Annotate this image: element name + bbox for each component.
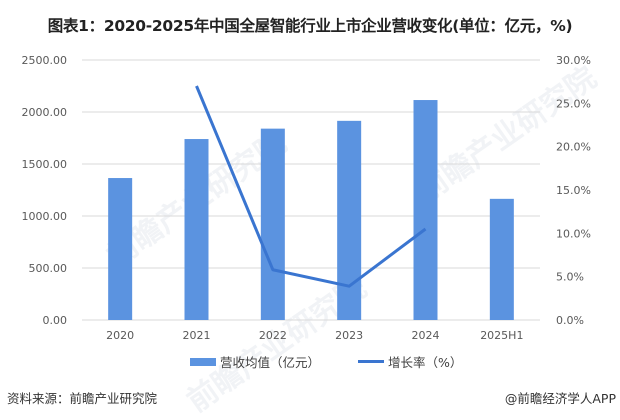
source-note: 资料来源：前瞻产业研究院 <box>7 391 158 406</box>
y-right-tick: 15.0% <box>556 184 591 197</box>
y-left-tick: 1500.00 <box>22 158 68 171</box>
bar[interactable] <box>337 120 362 320</box>
legend-line-label: 增长率（%） <box>388 355 463 370</box>
y-left-tick: 500.00 <box>29 262 68 275</box>
x-tick: 2020 <box>106 329 134 342</box>
y-axis-left: 0.00 500.00 1000.00 1500.00 2000.00 2500.00 <box>22 54 68 327</box>
y-right-tick: 5.0% <box>556 271 584 284</box>
y-right-tick: 0.0% <box>556 314 584 327</box>
y-left-tick: 2500.00 <box>22 54 68 67</box>
bar[interactable] <box>260 128 285 320</box>
growth-line[interactable] <box>195 85 427 288</box>
legend: 营收均值（亿元） 增长率（%） <box>190 352 500 371</box>
bar[interactable] <box>413 100 438 320</box>
chart-title: 图表1：2020-2025年中国全屋智能行业上市企业营收变化(单位：亿元，%) <box>47 17 573 35</box>
y-left-tick: 2000.00 <box>22 106 68 119</box>
legend-item-bar[interactable]: 营收均值（亿元） <box>190 352 320 371</box>
bar[interactable] <box>489 198 514 320</box>
y-left-tick: 1000.00 <box>22 210 68 223</box>
y-right-tick: 20.0% <box>556 141 591 154</box>
y-right-tick: 25.0% <box>556 97 591 110</box>
x-tick: 2021 <box>183 329 211 342</box>
y-axis-right: 0.0% 5.0% 10.0% 15.0% 20.0% 25.0% 30.0% <box>556 54 591 327</box>
y-left-tick: 0.00 <box>43 314 68 327</box>
y-right-tick: 30.0% <box>556 54 591 67</box>
x-axis: 2020 2021 2022 2023 2024 2025H1 <box>106 329 523 342</box>
x-tick: 2023 <box>335 329 363 342</box>
line-swatch-icon <box>358 360 385 363</box>
y-right-tick: 10.0% <box>556 227 591 240</box>
x-tick: 2025H1 <box>480 329 523 342</box>
bar-swatch-icon <box>190 357 216 366</box>
bar[interactable] <box>184 139 209 320</box>
legend-item-line[interactable]: 增长率（%） <box>358 352 462 371</box>
legend-bar-label: 营收均值（亿元） <box>220 355 321 370</box>
x-tick: 2024 <box>412 329 440 342</box>
line-series <box>195 85 427 288</box>
x-tick: 2022 <box>259 329 287 342</box>
bar[interactable] <box>108 178 133 320</box>
credit-note: @前瞻经济学人APP <box>504 391 616 406</box>
bar-series <box>108 100 514 320</box>
gridlines <box>82 59 540 321</box>
